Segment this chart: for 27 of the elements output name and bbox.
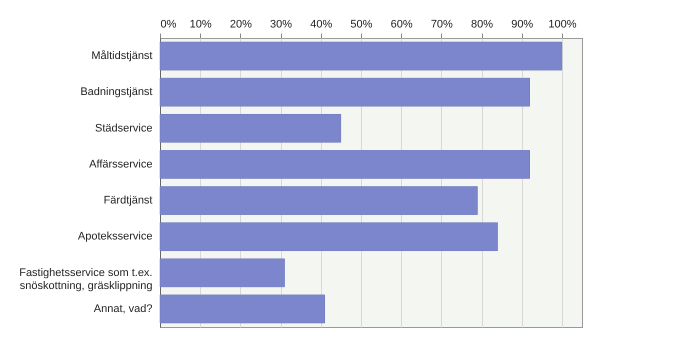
x-tick-label: 40% [310, 18, 332, 30]
x-tick-label: 70% [430, 18, 454, 30]
y-tick-label: Badningstjänst [80, 86, 152, 98]
y-tick-label: Fastighetsservice som t.ex. snöskottning, gräsklippning [19, 266, 152, 292]
x-tick-label: 50% [350, 18, 373, 30]
x-tick-label: 0% [160, 18, 177, 30]
bar [160, 222, 498, 252]
y-tick-label: Måltidstjänst [91, 50, 152, 62]
y-tick-label: Affärsservice [89, 158, 152, 170]
y-tick-label: Städservice [95, 122, 152, 134]
y-tick-label: Annat, vad? [94, 302, 152, 315]
bar [160, 294, 326, 324]
y-tick-label: Apoteksservice [78, 230, 152, 243]
x-tick-label: 80% [471, 18, 494, 30]
x-tick-label: 30% [270, 18, 292, 30]
bar [160, 258, 285, 288]
x-tick-label: 100% [548, 18, 577, 30]
bar [160, 186, 478, 215]
bar [160, 78, 530, 107]
x-tick-label: 10% [190, 18, 212, 30]
y-tick-label: Färdtjänst [104, 194, 152, 207]
x-tick-label: 90% [511, 18, 534, 30]
bar [160, 114, 342, 143]
x-tick-label: 60% [390, 18, 413, 30]
bar [160, 42, 562, 70]
bar [160, 150, 530, 179]
x-tick-label: 20% [230, 18, 252, 30]
